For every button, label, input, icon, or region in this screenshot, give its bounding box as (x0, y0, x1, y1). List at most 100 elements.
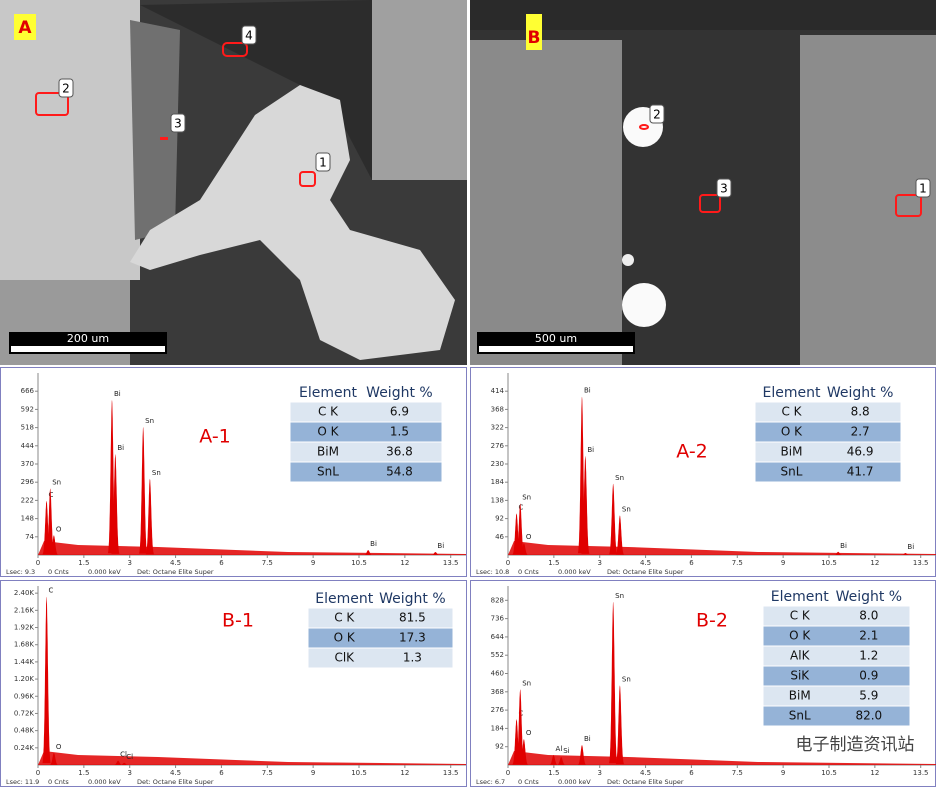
marker-tag (915, 178, 931, 198)
x-tick-label: 12 (400, 559, 409, 567)
table-cell: O K (334, 631, 356, 645)
marker-tag (315, 152, 331, 172)
table-cell: 0.9 (859, 669, 878, 683)
footer-text: Lsec: 9.3 (6, 568, 35, 576)
footer-text: 0.000 keV (558, 568, 591, 576)
y-tick-label: 184 (491, 724, 505, 732)
table-cell: 2.1 (859, 629, 878, 643)
y-tick-label: 460 (491, 670, 504, 678)
x-tick-label: 10.5 (821, 559, 837, 567)
y-tick-label: 368 (491, 688, 504, 696)
y-tick-label: 0.72K (14, 709, 35, 717)
sem-image-a: 200 um A 1 2 3 4 (0, 0, 467, 365)
table-cell: C K (318, 405, 339, 419)
x-tick-label: 1.5 (548, 559, 559, 567)
x-tick-label: 4.5 (640, 769, 651, 777)
marker-box (35, 92, 69, 116)
y-tick-label: 414 (491, 387, 505, 395)
x-tick-label: 7.5 (732, 559, 743, 567)
peak-label: Sn (522, 494, 531, 502)
y-tick-label: 230 (491, 460, 504, 468)
x-tick-label: 7.5 (262, 559, 273, 567)
y-tick-label: 368 (491, 405, 504, 413)
x-tick-label: 12 (870, 559, 879, 567)
x-tick-label: 6 (689, 559, 694, 567)
peak (364, 550, 373, 555)
region (130, 20, 180, 240)
table-cell: ClK (334, 651, 355, 665)
footer-text: Det: Octane Elite Super (607, 568, 684, 576)
peak (557, 757, 566, 765)
table-header: Element (299, 385, 357, 401)
peak-label: Bi (587, 446, 594, 454)
table-cell: AlK (790, 649, 811, 663)
marker-tag (241, 25, 257, 45)
peak (834, 551, 843, 555)
peak-label: Bi (907, 543, 914, 551)
x-tick-label: 7.5 (262, 769, 273, 777)
table-row (307, 607, 454, 629)
x-tick-label: 7.5 (732, 769, 743, 777)
table-cell: C K (334, 611, 355, 625)
marker-label: 3 (174, 117, 182, 131)
peak (577, 745, 587, 765)
peak (145, 478, 154, 555)
y-tick-label: 592 (21, 405, 34, 413)
region (372, 0, 467, 180)
particle (622, 254, 634, 266)
peak (49, 535, 58, 555)
table-cell: C K (781, 405, 802, 419)
region (0, 0, 140, 280)
y-tick-label: 92 (495, 743, 504, 751)
peak (516, 503, 525, 555)
spectrum-panel: 92 184 276 368 460 552 644 736 828 0 1.5 3 4.5 6 7.5 9 1… (470, 580, 936, 787)
table-cell: 17.3 (399, 631, 426, 645)
peak-label: Cl (120, 751, 127, 759)
table-cell: O K (317, 425, 339, 439)
table-cell: O K (781, 425, 803, 439)
x-tick-label: 10.5 (351, 559, 367, 567)
x-tick-label: 3 (127, 559, 131, 567)
peak (581, 456, 590, 554)
table-header: Weight % (366, 385, 433, 401)
table-cell: 41.7 (847, 465, 874, 479)
x-tick-label: 1.5 (78, 769, 89, 777)
table-cell: 6.9 (390, 405, 409, 419)
table-header: Weight % (836, 589, 903, 605)
y-tick-label: 296 (21, 478, 35, 486)
x-tick-label: 9 (781, 559, 785, 567)
footer-text: 0.000 keV (88, 778, 121, 786)
table-header: Element (771, 589, 829, 605)
table-row (289, 401, 443, 423)
spectrum-title: B-1 (222, 610, 254, 632)
marker-box (160, 137, 168, 140)
panel-label-box (14, 14, 36, 40)
peak (431, 552, 440, 555)
marker-label: 2 (653, 108, 661, 122)
marker-label: 1 (319, 156, 327, 170)
footer-text: 0.000 keV (88, 568, 121, 576)
peak-label: Bi (370, 540, 377, 548)
table-cell: 8.0 (859, 609, 878, 623)
x-tick-label: 10.5 (821, 769, 837, 777)
y-tick-label: 444 (21, 442, 35, 450)
table-header: Element (763, 385, 821, 401)
spectrum-title: B-2 (696, 610, 728, 632)
peak (516, 689, 525, 765)
table-cell: 82.0 (855, 709, 882, 723)
marker-label: 2 (62, 82, 70, 96)
y-tick-label: 0.24K (14, 744, 35, 752)
x-tick-label: 13.5 (913, 769, 929, 777)
peak-label: Si (563, 747, 569, 755)
table-cell: 1.3 (403, 651, 422, 665)
x-tick-label: 6 (689, 769, 694, 777)
continuum (38, 751, 466, 765)
y-tick-label: 644 (491, 633, 505, 641)
table-cell: SnL (789, 709, 811, 723)
y-tick-label: 276 (491, 442, 505, 450)
y-tick-label: 1.92K (14, 624, 35, 632)
y-tick-label: 2.16K (14, 606, 35, 614)
scale-bar (11, 346, 165, 352)
marker-box (222, 42, 248, 57)
table-header: Element (315, 591, 373, 607)
